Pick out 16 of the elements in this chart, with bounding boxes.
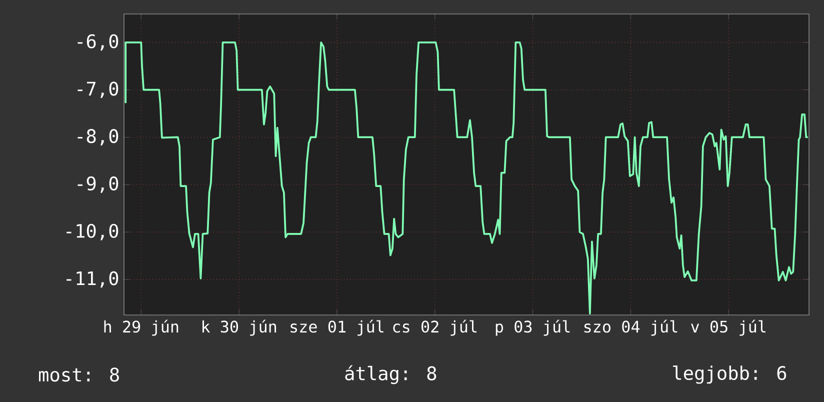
- text: legjobb: 6: [673, 366, 786, 384]
- y-tick-label: -10,0: [66, 224, 118, 240]
- x-tick-label: h 29 jún: [104, 320, 178, 336]
- text: most: 8: [39, 368, 119, 382]
- x-tick-label: szo 04 júl: [584, 320, 678, 336]
- y-tick-label: -11,0: [66, 271, 118, 288]
- x-tick-label: sze 01 júl: [290, 320, 384, 336]
- x-tick-label: p 03 júl: [496, 320, 570, 336]
- x-tick-label: k 30 jún: [202, 320, 276, 336]
- text: átlag: 8: [345, 365, 436, 384]
- y-tick-label: -7,0: [78, 82, 118, 98]
- x-tick-label: cs 02 júl: [393, 320, 477, 336]
- x-tick-label: v 05 júl: [691, 320, 766, 336]
- y-tick-label: -9,0: [78, 176, 118, 193]
- y-tick-label: -8,0: [78, 129, 118, 146]
- y-tick-label: -6,0: [78, 34, 118, 51]
